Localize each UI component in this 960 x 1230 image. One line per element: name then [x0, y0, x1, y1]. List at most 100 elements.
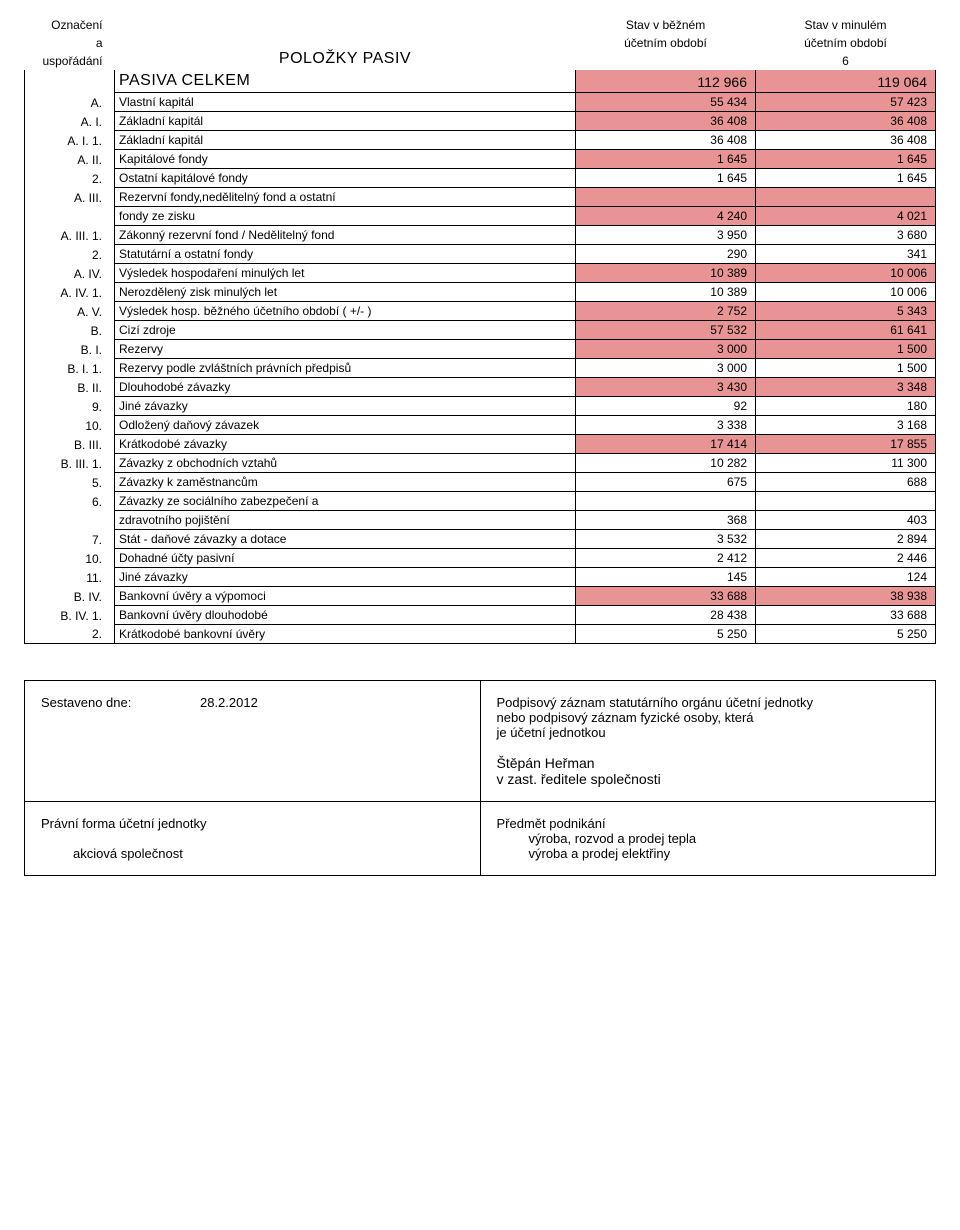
row-value-current: 28 438: [576, 606, 756, 625]
sig-role: v zast. ředitele společnosti: [497, 771, 920, 787]
row-value-prior: 38 938: [756, 587, 936, 606]
table-row: B. III.Krátkodobé závazky17 41417 855: [25, 435, 936, 454]
row-label: Základní kapitál: [115, 112, 576, 131]
row-value-current: 1 645: [576, 169, 756, 188]
table-row: zdravotního pojištění368403: [25, 511, 936, 530]
row-code: B. IV. 1.: [25, 606, 115, 625]
subject-cell: Předmět podnikání výroba, rozvod a prode…: [480, 802, 936, 876]
row-label: Dohadné účty pasivní: [115, 549, 576, 568]
row-value-prior: 403: [756, 511, 936, 530]
row-value-prior: 10 006: [756, 283, 936, 302]
table-row: 10.Odložený daňový závazek3 3383 168: [25, 416, 936, 435]
row-code: B. I.: [25, 340, 115, 359]
row-value-current: 17 414: [576, 435, 756, 454]
legal-form-label: Právní forma účetní jednotky: [41, 816, 464, 831]
header-code-3: uspořádání: [25, 52, 115, 70]
row-label: Bankovní úvěry a výpomoci: [115, 587, 576, 606]
row-label: Základní kapitál: [115, 131, 576, 150]
table-row: 2.Statutární a ostatní fondy290341: [25, 245, 936, 264]
table-row: 5.Závazky k zaměstnancům675688: [25, 473, 936, 492]
row-label: Vlastní kapitál: [115, 93, 576, 112]
table-row: B. II.Dlouhodobé závazky3 4303 348: [25, 378, 936, 397]
row-value-prior: 5 250: [756, 625, 936, 644]
row-code: B. III.: [25, 435, 115, 454]
row-value-current: 55 434: [576, 93, 756, 112]
row-label: Jiné závazky: [115, 568, 576, 587]
row-value-prior: 5 343: [756, 302, 936, 321]
row-value-current: 145: [576, 568, 756, 587]
table-row: B.Cizí zdroje57 53261 641: [25, 321, 936, 340]
row-label: Závazky k zaměstnancům: [115, 473, 576, 492]
subject-line1: výroba, rozvod a prodej tepla: [497, 831, 920, 846]
row-value-prior: 1 645: [756, 150, 936, 169]
row-label: Bankovní úvěry dlouhodobé: [115, 606, 576, 625]
row-code: 11.: [25, 568, 115, 587]
signature-block: Sestaveno dne: 28.2.2012 Podpisový zázna…: [24, 680, 936, 876]
table-row: 7.Stát - daňové závazky a dotace3 5322 8…: [25, 530, 936, 549]
table-row: B. I. 1.Rezervy podle zvláštních právníc…: [25, 359, 936, 378]
row-code: [25, 70, 115, 93]
table-row: A. V.Výsledek hosp. běžného účetního obd…: [25, 302, 936, 321]
row-code: B. II.: [25, 378, 115, 397]
row-value-prior: 124: [756, 568, 936, 587]
row-code: B.: [25, 321, 115, 340]
row-label: Výsledek hosp. běžného účetního období (…: [115, 302, 576, 321]
row-value-prior: [756, 492, 936, 511]
compiled-cell: Sestaveno dne: 28.2.2012: [25, 681, 481, 802]
row-code: 6.: [25, 492, 115, 511]
row-code: B. I. 1.: [25, 359, 115, 378]
row-value-current: 3 532: [576, 530, 756, 549]
row-code: 9.: [25, 397, 115, 416]
row-value-prior: 688: [756, 473, 936, 492]
row-code: 2.: [25, 625, 115, 644]
header-title-text: POLOŽKY PASIV: [279, 48, 411, 68]
row-label: Krátkodobé bankovní úvěry: [115, 625, 576, 644]
table-row: 2.Krátkodobé bankovní úvěry5 2505 250: [25, 625, 936, 644]
row-label: Odložený daňový závazek: [115, 416, 576, 435]
row-label: Rezervy: [115, 340, 576, 359]
row-value-prior: [756, 188, 936, 207]
row-code: 5.: [25, 473, 115, 492]
compiled-label: Sestaveno dne:: [41, 695, 131, 710]
row-label: fondy ze zisku: [115, 207, 576, 226]
row-code: A. III. 1.: [25, 226, 115, 245]
page-marker: 6: [756, 52, 936, 70]
header-code-1: Označení: [25, 16, 115, 34]
table-row: A. IV.Výsledek hospodaření minulých let1…: [25, 264, 936, 283]
row-code: B. III. 1.: [25, 454, 115, 473]
table-row: B. I.Rezervy3 0001 500: [25, 340, 936, 359]
row-value-prior: 36 408: [756, 112, 936, 131]
balance-sheet-table: Označení POLOŽKY PASIV Stav v běžném Sta…: [24, 16, 936, 644]
row-label: Krátkodobé závazky: [115, 435, 576, 454]
row-value-current: 1 645: [576, 150, 756, 169]
row-label: Rezervní fondy,nedělitelný fond a ostatn…: [115, 188, 576, 207]
table-row: PASIVA CELKEM112 966119 064: [25, 70, 936, 93]
row-label: PASIVA CELKEM: [115, 70, 576, 93]
row-value-current: 290: [576, 245, 756, 264]
row-code: A. IV. 1.: [25, 283, 115, 302]
row-value-current: 92: [576, 397, 756, 416]
row-label: Zákonný rezervní fond / Nedělitelný fond: [115, 226, 576, 245]
row-value-current: 10 282: [576, 454, 756, 473]
sig-line2: nebo podpisový záznam fyzické osoby, kte…: [497, 710, 920, 725]
row-value-current: 675: [576, 473, 756, 492]
row-value-current: 10 389: [576, 264, 756, 283]
row-code: 2.: [25, 169, 115, 188]
row-value-current: 2 752: [576, 302, 756, 321]
row-label: Ostatní kapitálové fondy: [115, 169, 576, 188]
row-label: zdravotního pojištění: [115, 511, 576, 530]
row-code: [25, 511, 115, 530]
legal-form-cell: Právní forma účetní jednotky akciová spo…: [25, 802, 481, 876]
row-code: A. I.: [25, 112, 115, 131]
row-value-current: 5 250: [576, 625, 756, 644]
table-row: A. II.Kapitálové fondy1 6451 645: [25, 150, 936, 169]
row-value-prior: 3 168: [756, 416, 936, 435]
row-value-prior: 2 894: [756, 530, 936, 549]
row-value-current: 57 532: [576, 321, 756, 340]
row-value-prior: 17 855: [756, 435, 936, 454]
row-code: B. IV.: [25, 587, 115, 606]
signature-cell: Podpisový záznam statutárního orgánu úče…: [480, 681, 936, 802]
header-v1-bot: účetním období: [576, 34, 756, 52]
header-v2-top: Stav v minulém: [756, 16, 936, 34]
row-value-current: 10 389: [576, 283, 756, 302]
